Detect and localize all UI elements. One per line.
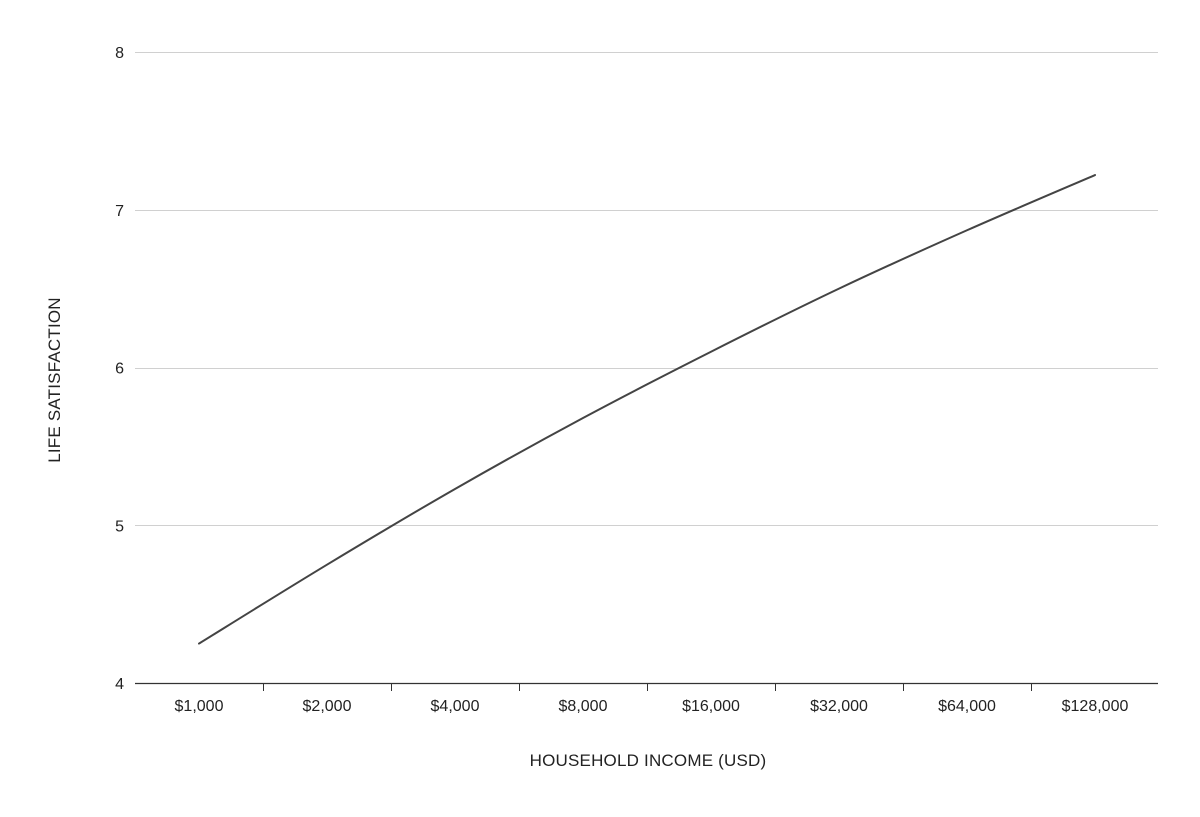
x-axis-title: HOUSEHOLD INCOME (USD): [530, 751, 767, 770]
y-tick-label: 6: [115, 361, 124, 378]
x-tick-label: $32,000: [810, 698, 868, 715]
axes: [135, 682, 1158, 691]
series-line: [198, 174, 1096, 645]
y-axis-ticks: 4 5 6 7 8: [115, 45, 124, 693]
gridlines: [135, 52, 1158, 526]
x-tick-label: $16,000: [682, 698, 740, 715]
y-tick-label: 5: [115, 518, 124, 535]
series-layer: [198, 174, 1096, 645]
x-tick-label: $8,000: [559, 698, 608, 715]
y-tick-label: 8: [115, 45, 124, 62]
y-tick-label: 4: [115, 676, 124, 693]
x-tick-label: $4,000: [431, 698, 480, 715]
x-tick-label: $2,000: [303, 698, 352, 715]
y-axis-title: LIFE SATISFACTION: [45, 297, 64, 463]
y-tick-label: 7: [115, 203, 124, 220]
x-tick-label: $1,000: [175, 698, 224, 715]
x-axis-ticks: $1,000 $2,000 $4,000 $8,000 $16,000 $32,000 $6…: [175, 698, 1129, 715]
x-tick-label: $128,000: [1062, 698, 1129, 715]
x-tick-label: $64,000: [938, 698, 996, 715]
